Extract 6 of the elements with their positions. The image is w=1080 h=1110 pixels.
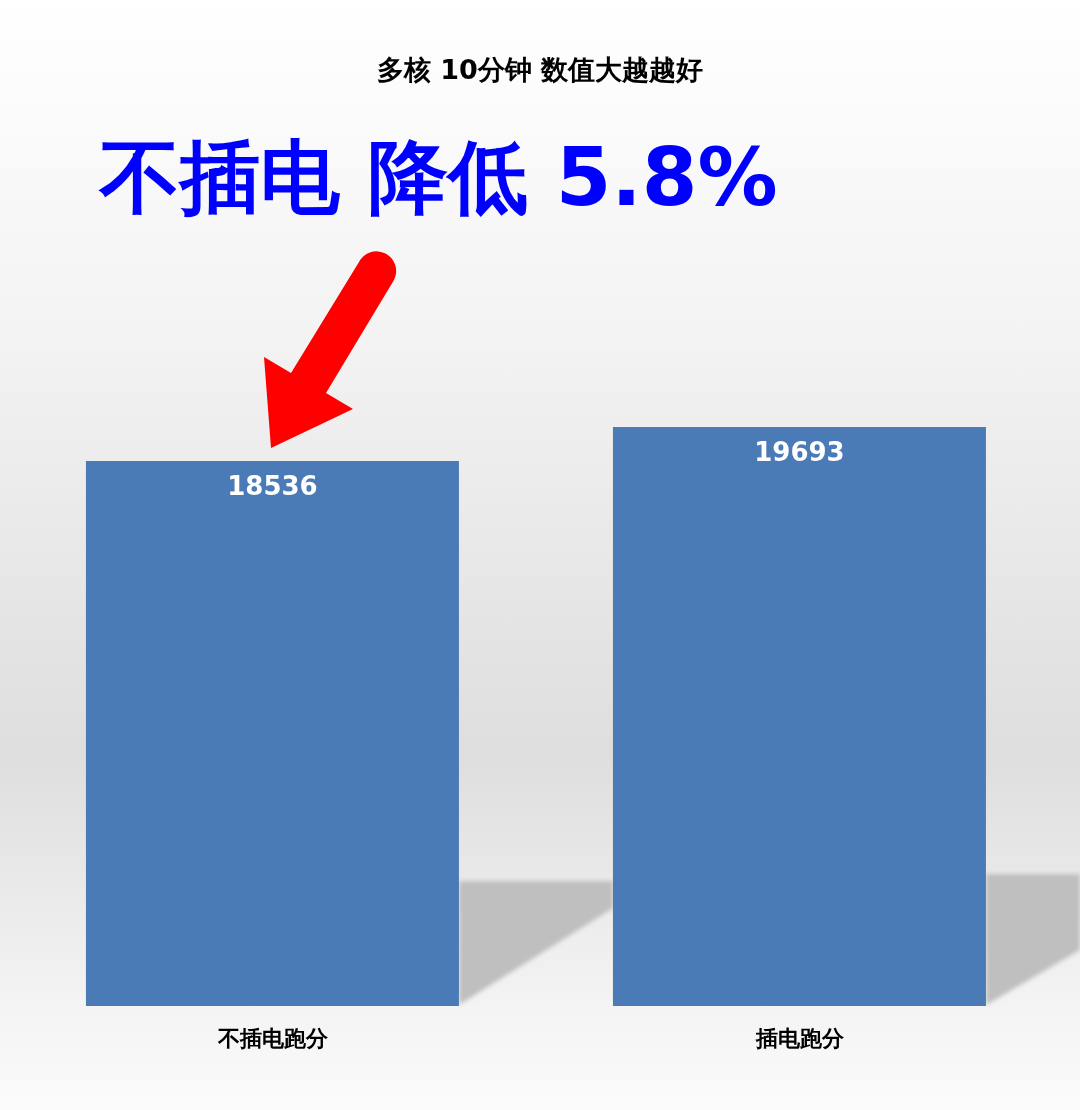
x-tick-label: 不插电跑分 [216, 1026, 329, 1051]
x-tick-label: 插电跑分 [754, 1026, 845, 1051]
chart-title: 多核 10分钟 数值大越越好 [375, 53, 705, 87]
data-label: 18536 [227, 471, 318, 502]
text: 不插电 降低 5.8% [100, 130, 778, 226]
data-label: 19693 [754, 437, 845, 468]
